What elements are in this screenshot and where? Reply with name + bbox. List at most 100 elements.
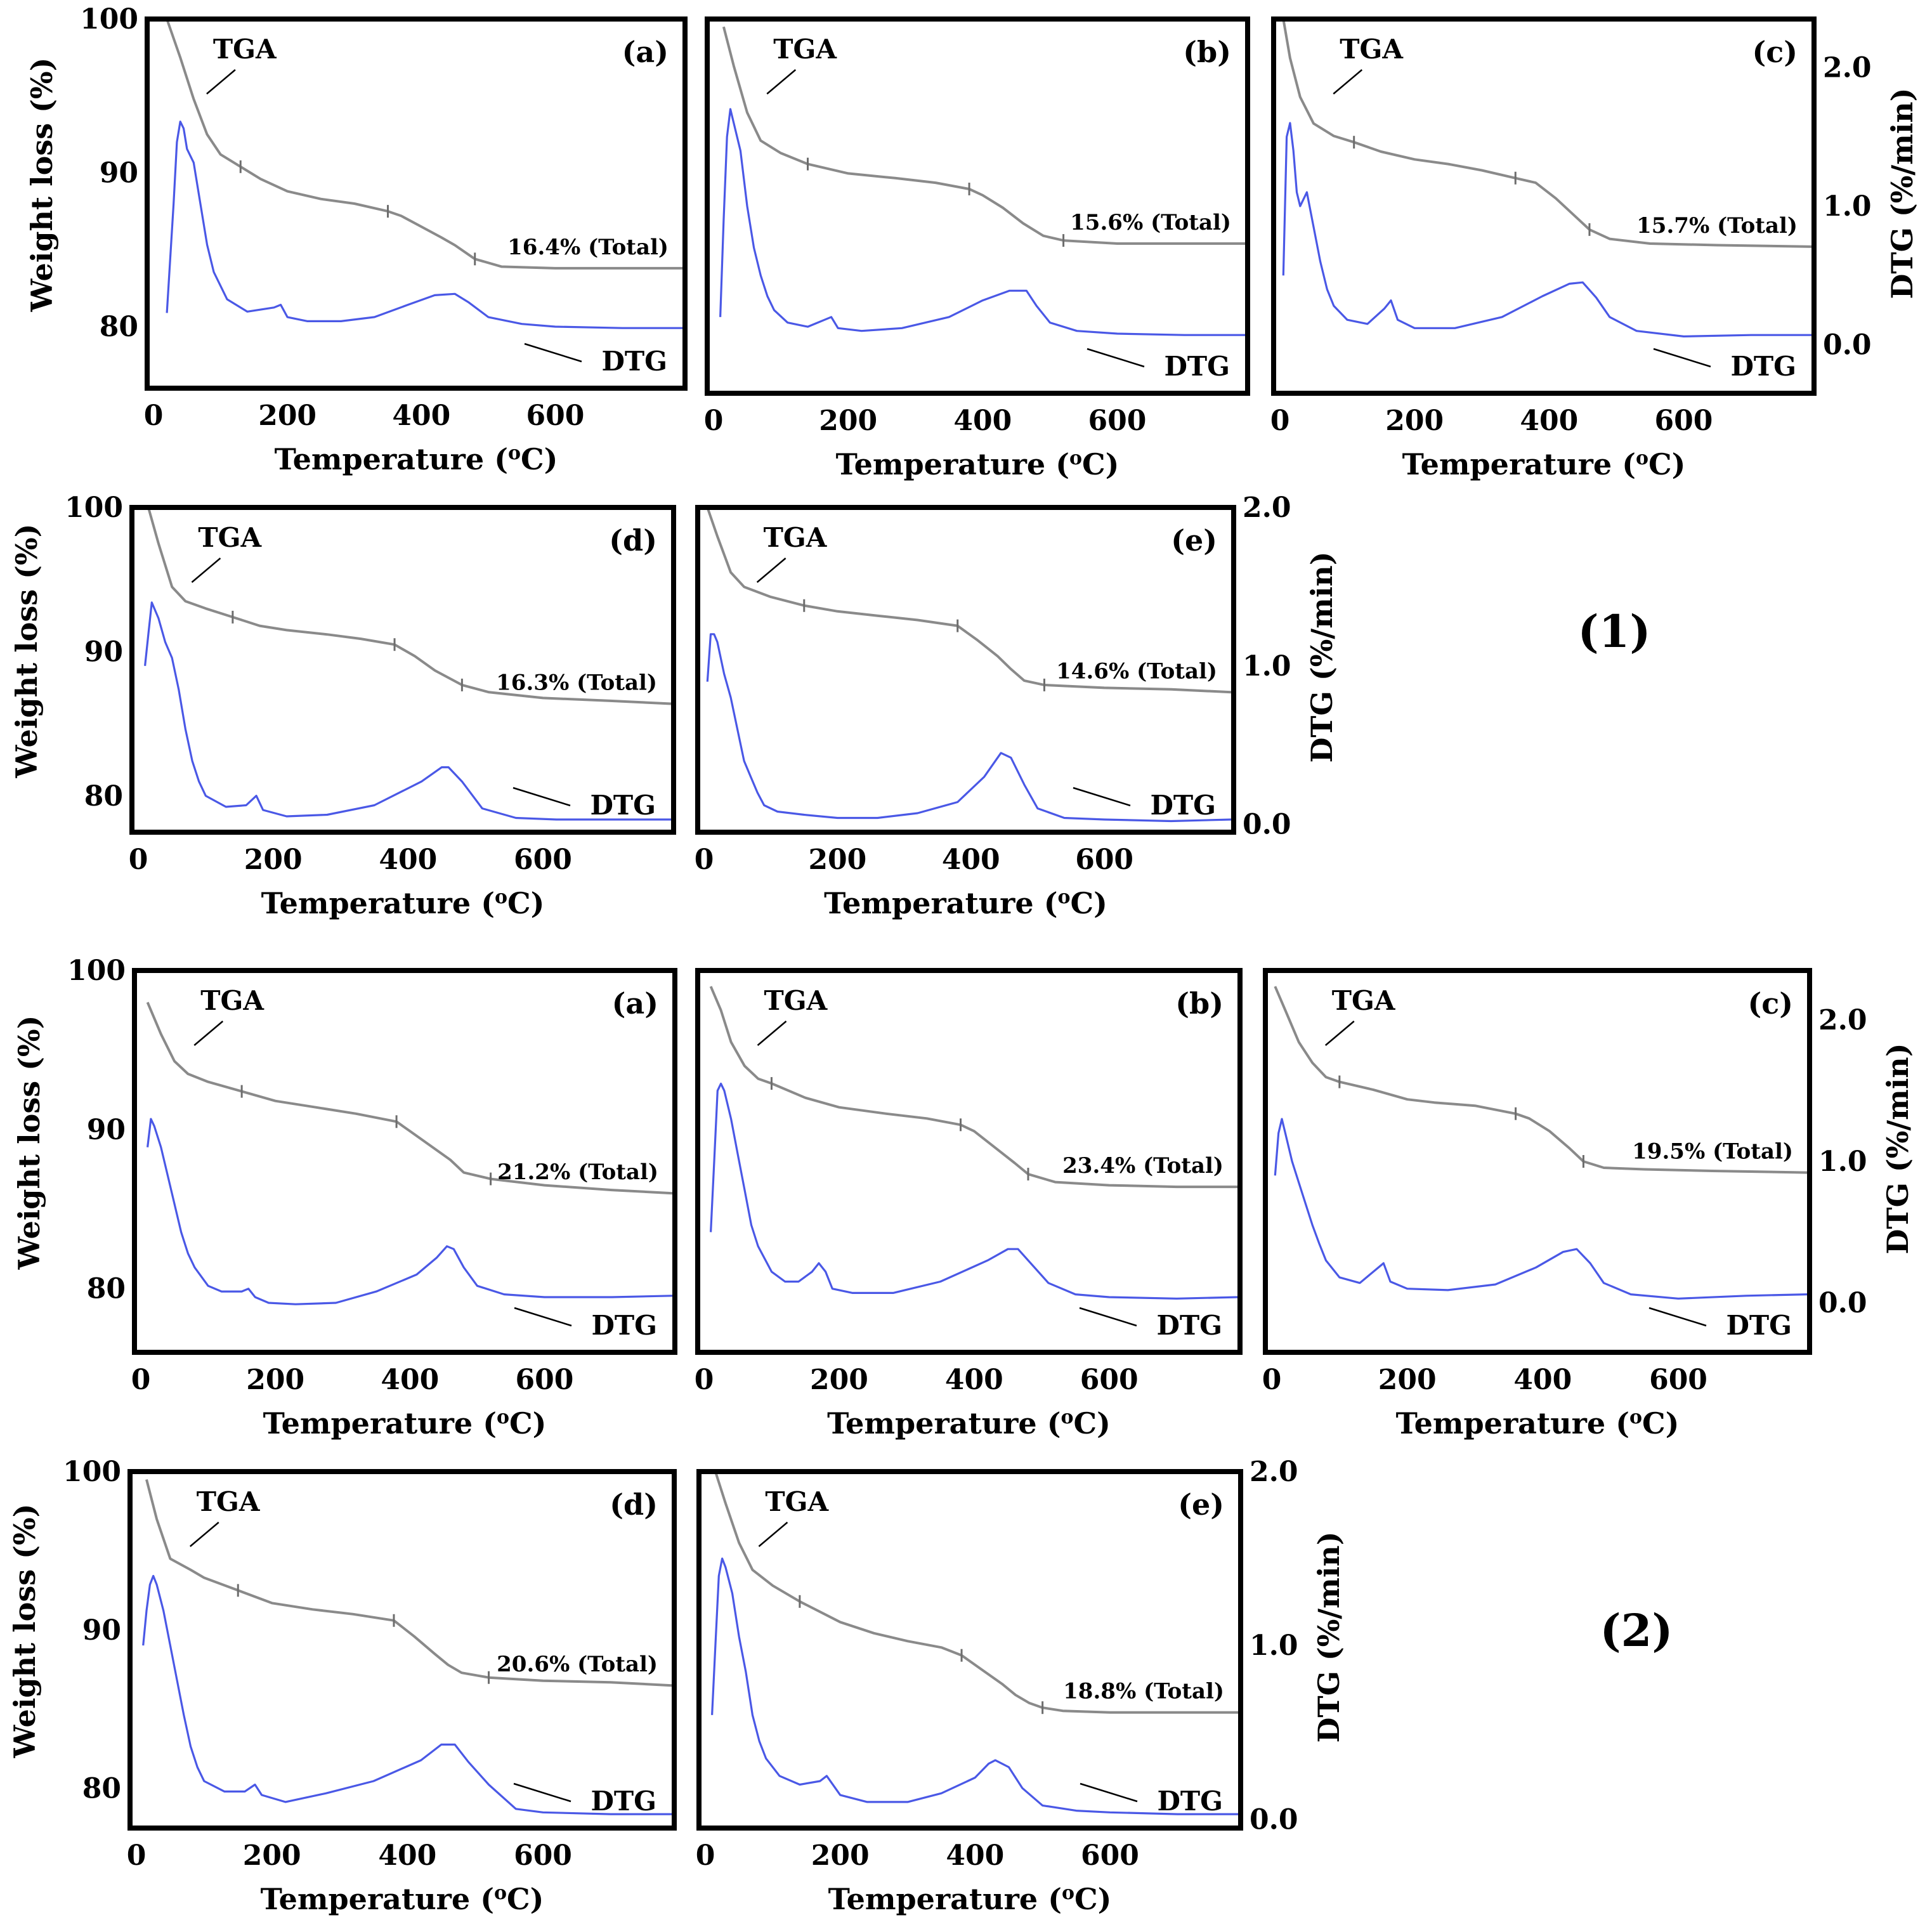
x-tick-label: 200 xyxy=(810,1364,868,1396)
total-loss-label: 21.2% (Total) xyxy=(497,1159,658,1185)
chart-panel-g1-c: (c) TGA DTG 15.7% (Total) 0 200 400 600 Temperat… xyxy=(1270,16,1919,481)
panel-label: (c) xyxy=(1747,986,1793,1021)
dtg-leader-line xyxy=(512,787,571,807)
dtg-leader-line xyxy=(1073,787,1131,807)
y2-tick-label: 0.0 xyxy=(1823,329,1872,362)
tga-leader-line xyxy=(206,69,236,95)
plot-frame xyxy=(1271,16,1817,396)
x-tick-label: 400 xyxy=(945,1364,1003,1396)
plot-frame xyxy=(1263,968,1812,1355)
group-label-2: (2) xyxy=(1600,1604,1673,1657)
y2-tick-label: 0.0 xyxy=(1818,1287,1867,1319)
x-tick-label: 0 xyxy=(695,844,714,876)
chart-panel-g1-e: (e) TGA DTG 14.6% (Total) 0 200 400 600 Temperat… xyxy=(695,492,1339,920)
x-tick-label: 600 xyxy=(1080,1364,1139,1396)
plot-frame xyxy=(695,505,1236,835)
y-tick-label: 100 xyxy=(80,3,138,36)
y-tick-label: 90 xyxy=(100,157,138,190)
tga-label: TGA xyxy=(1340,34,1404,65)
panel-label: (a) xyxy=(622,35,669,69)
dtg-curve xyxy=(1274,1118,1808,1300)
y2-tick-label: 2.0 xyxy=(1243,492,1291,524)
x-tick-label: 400 xyxy=(953,405,1012,437)
dtg-curve xyxy=(711,1557,1238,1815)
total-loss-label: 23.4% (Total) xyxy=(1062,1153,1224,1179)
tga-leader-line xyxy=(1333,69,1363,95)
dtg-leader-line xyxy=(1087,348,1145,368)
x-tick-label: 400 xyxy=(946,1839,1004,1872)
y2-tick-label: 1.0 xyxy=(1823,190,1872,223)
dtg-label: DTG xyxy=(1157,1786,1223,1817)
x-tick-label: 0 xyxy=(704,405,724,437)
dtg-leader-line xyxy=(513,1782,571,1803)
x-tick-label: 0 xyxy=(1262,1364,1282,1396)
x-tick-label: 0 xyxy=(127,1839,147,1872)
tga-leader-line xyxy=(758,1522,788,1547)
panel-label: (e) xyxy=(1171,523,1217,558)
x-tick-label: 0 xyxy=(144,400,164,432)
y-tick-label: 80 xyxy=(87,1273,126,1305)
x-axis-title: Temperature (oC) xyxy=(1396,1406,1680,1440)
x-tick-label: 200 xyxy=(811,1839,870,1872)
x-axis-title: Temperature (oC) xyxy=(261,886,545,920)
x-tick-label: 400 xyxy=(381,1364,439,1396)
x-tick-label: 600 xyxy=(1655,405,1713,437)
x-tick-label: 600 xyxy=(1075,844,1133,876)
x-tick-label: 200 xyxy=(1385,405,1444,437)
x-tick-label: 600 xyxy=(514,1839,572,1872)
x-tick-label: 600 xyxy=(514,844,572,876)
panel-label: (b) xyxy=(1183,35,1231,69)
group-label-1: (1) xyxy=(1578,605,1651,658)
y2-tick-label: 0.0 xyxy=(1250,1803,1298,1836)
dtg-curve xyxy=(142,1574,672,1815)
total-loss-label: 15.7% (Total) xyxy=(1636,213,1798,238)
y-tick-label: 100 xyxy=(67,955,126,987)
tga-leader-line xyxy=(189,1522,219,1547)
x-axis-title: Temperature (oC) xyxy=(1402,447,1686,481)
dtg-leader-line xyxy=(1653,348,1711,368)
dtg-label: DTG xyxy=(591,1786,656,1817)
dtg-label: DTG xyxy=(1150,790,1216,821)
x-tick-label: 600 xyxy=(1649,1364,1707,1396)
tga-label: TGA xyxy=(213,34,277,65)
x-tick-label: 400 xyxy=(379,844,437,876)
chart-panel-g1-b: (b) TGA DTG 15.6% (Total) 0 200 400 600 Temperat… xyxy=(704,16,1250,481)
dtg-curve xyxy=(706,633,1232,823)
panel-label: (c) xyxy=(1752,35,1798,69)
y-tick-label: 90 xyxy=(87,1114,126,1146)
dtg-label: DTG xyxy=(1726,1310,1792,1341)
dtg-curve xyxy=(144,601,671,821)
y2-axis-title: DTG (%/min) xyxy=(1312,1531,1346,1742)
x-tick-label: 200 xyxy=(808,844,866,876)
x-axis-title: Temperature (oC) xyxy=(824,886,1107,920)
dtg-leader-line xyxy=(514,1307,572,1327)
x-axis-title: Temperature (oC) xyxy=(828,1882,1112,1916)
plot-frame xyxy=(129,505,676,835)
panel-label: (d) xyxy=(609,523,657,558)
plot-frame xyxy=(127,1469,677,1831)
chart-panel-g2-b: (b) TGA DTG 23.4% (Total) 0 200 400 600 Temperat… xyxy=(695,968,1243,1440)
panel-label: (e) xyxy=(1178,1487,1224,1522)
y-axis-title: Weight loss (%) xyxy=(8,1504,42,1759)
dtg-label: DTG xyxy=(1164,351,1230,382)
x-tick-label: 600 xyxy=(516,1364,574,1396)
chart-panel-g2-e: (e) TGA DTG 18.8% (Total) 0 200 400 600 Temperat… xyxy=(696,1456,1346,1916)
x-tick-label: 200 xyxy=(244,844,303,876)
tga-label: TGA xyxy=(764,522,828,553)
total-loss-label: 18.8% (Total) xyxy=(1063,1679,1224,1704)
y-tick-label: 80 xyxy=(100,311,138,343)
panel-label: (b) xyxy=(1175,986,1224,1021)
y-tick-label: 100 xyxy=(65,492,123,524)
y-tick-label: 90 xyxy=(82,1614,121,1647)
chart-panel-g2-d: (d) TGA DTG 20.6% (Total) 0 200 400 600 Temperat… xyxy=(8,1456,677,1916)
x-axis-title: Temperature (oC) xyxy=(261,1882,544,1916)
x-tick-label: 0 xyxy=(1270,405,1290,437)
tga-label: TGA xyxy=(197,1486,261,1517)
tga-label: TGA xyxy=(773,34,837,65)
x-axis-title: Temperature (oC) xyxy=(275,442,558,476)
tga-leader-line xyxy=(766,69,797,95)
x-tick-label: 600 xyxy=(1081,1839,1139,1872)
dtg-curve xyxy=(147,1118,673,1305)
x-axis-title: Temperature (oC) xyxy=(263,1406,547,1440)
